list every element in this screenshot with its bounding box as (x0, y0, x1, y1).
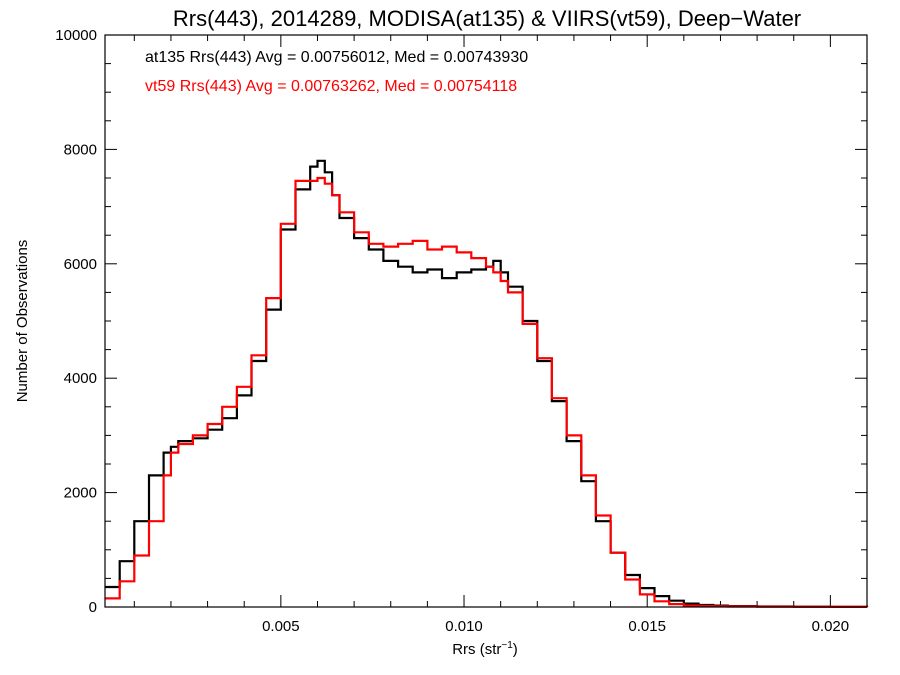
x-tick-label: 0.005 (262, 618, 300, 635)
plot-frame (104, 34, 868, 608)
x-axis-label-superscript: −1 (501, 640, 513, 651)
stats-annotation-vt59: vt59 Rrs(443) Avg = 0.00763262, Med = 0.… (145, 78, 517, 95)
chart-title: Rrs(443), 2014289, MODISA(at135) & VIIRS… (173, 6, 801, 31)
x-axis-label: Rrs (str−1) (452, 640, 518, 658)
y-axis-label: Number of Observations (14, 240, 31, 403)
y-tick-label: 8000 (64, 141, 97, 158)
x-tick-label: 0.010 (445, 618, 483, 635)
x-axis-label-main: Rrs (str (452, 641, 501, 658)
x-axis-label-end: ) (513, 641, 518, 658)
y-tick-label: 4000 (64, 370, 97, 387)
stats-annotation-at135: at135 Rrs(443) Avg = 0.00756012, Med = 0… (145, 49, 528, 66)
series-line-0 (105, 159, 869, 608)
y-tick-label: 6000 (64, 256, 97, 273)
x-tick-label: 0.020 (812, 618, 850, 635)
x-tick-label: 0.015 (628, 618, 666, 635)
y-axis-ticks: 0 2000 4000 6000 8000 10000 (55, 27, 867, 616)
series-line-1 (105, 176, 869, 608)
y-tick-label: 2000 (64, 485, 97, 502)
histogram-series (105, 159, 869, 608)
x-axis-ticks: 0.005 0.010 0.015 0.020 (133, 35, 850, 635)
y-tick-label: 10000 (55, 27, 97, 44)
y-tick-label: 0 (89, 599, 97, 616)
